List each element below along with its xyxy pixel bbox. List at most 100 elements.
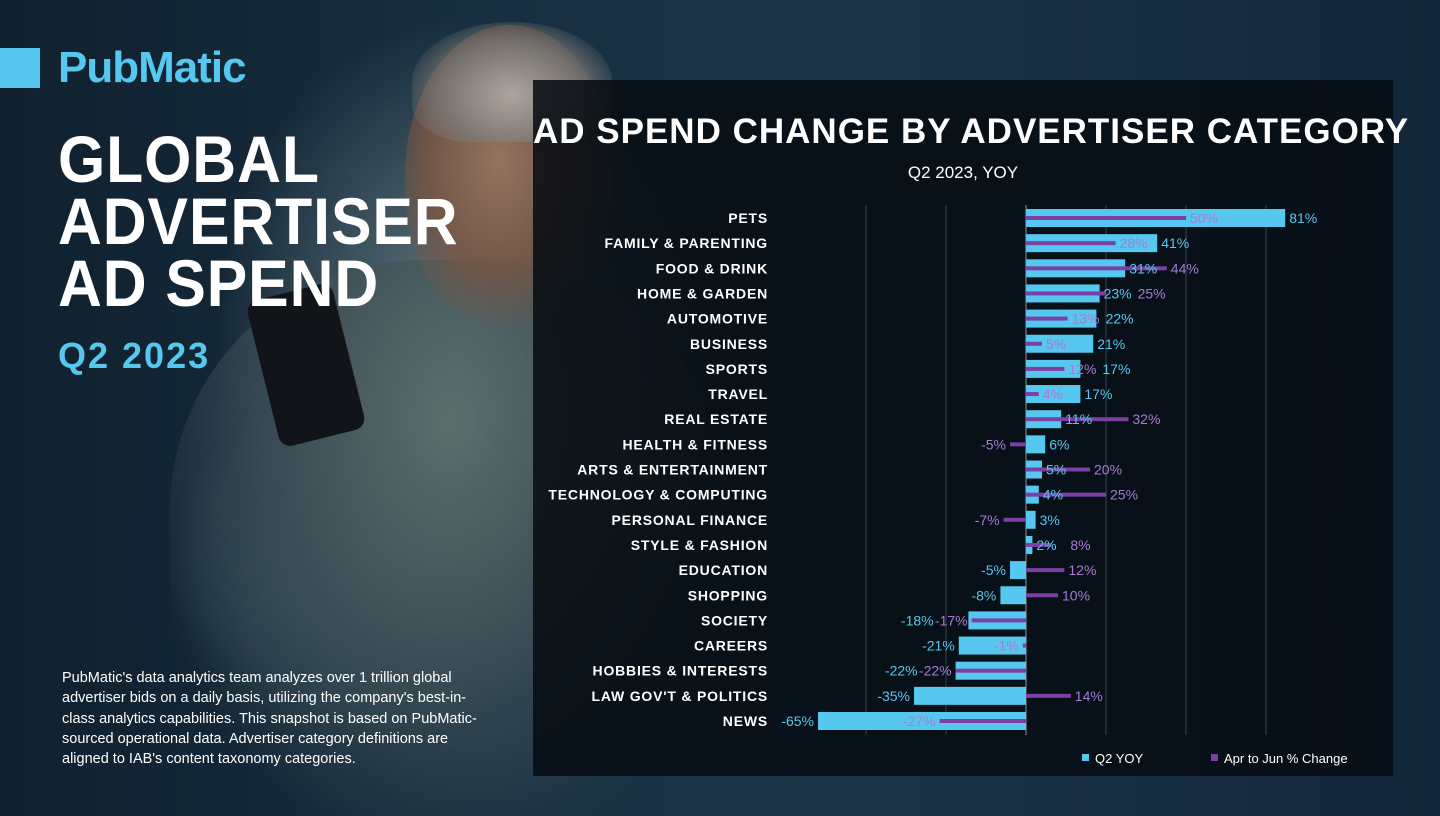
value-label-q2-yoy: 5% bbox=[1046, 462, 1066, 478]
bar-apr-jun-change bbox=[1026, 417, 1129, 422]
category-label: HOME & GARDEN bbox=[637, 285, 768, 301]
bar-apr-jun-change bbox=[1026, 341, 1042, 346]
category-label: STYLE & FASHION bbox=[631, 537, 768, 553]
bar-apr-jun-change bbox=[1026, 216, 1186, 220]
title-line-2: ADVERTISER bbox=[58, 184, 459, 258]
bar-q2-yoy bbox=[818, 712, 1026, 730]
description-text: PubMatic's data analytics team analyzes … bbox=[62, 670, 477, 768]
value-label-q2-yoy: -35% bbox=[877, 688, 910, 704]
bar-apr-jun-change bbox=[1003, 517, 1026, 522]
bar-apr-jun-change bbox=[1026, 492, 1106, 497]
title-line-3: AD SPEND bbox=[58, 246, 380, 320]
category-label: AUTOMOTIVE bbox=[667, 311, 768, 327]
bar-apr-jun-change bbox=[1026, 693, 1071, 698]
value-label-apr-jun-change: 5% bbox=[1046, 336, 1066, 352]
value-label-q2-yoy: 6% bbox=[1049, 436, 1069, 452]
bar-apr-jun-change bbox=[1022, 643, 1026, 648]
period-label: Q2 2023 bbox=[58, 335, 211, 376]
bar-apr-jun-change bbox=[1026, 241, 1116, 246]
value-label-apr-jun-change: 28% bbox=[1120, 235, 1148, 251]
legend-label-q2-yoy: Q2 YOY bbox=[1095, 751, 1144, 766]
category-label: FAMILY & PARENTING bbox=[605, 235, 769, 251]
category-label: SOCIETY bbox=[701, 612, 768, 628]
category-label: HOBBIES & INTERESTS bbox=[593, 663, 768, 679]
value-label-q2-yoy: 17% bbox=[1084, 386, 1112, 402]
value-label-q2-yoy: -8% bbox=[971, 587, 996, 603]
category-label: EDUCATION bbox=[679, 562, 768, 578]
value-label-apr-jun-change: 14% bbox=[1075, 688, 1103, 704]
bar-apr-jun-change bbox=[1026, 542, 1052, 547]
value-label-apr-jun-change: -7% bbox=[975, 512, 1000, 528]
value-label-q2-yoy: 4% bbox=[1043, 487, 1063, 503]
category-label: HEALTH & FITNESS bbox=[622, 436, 768, 452]
title-line-1: GLOBAL bbox=[58, 122, 320, 196]
bar-q2-yoy bbox=[1026, 435, 1046, 454]
category-label: TRAVEL bbox=[708, 386, 768, 402]
value-label-apr-jun-change: -5% bbox=[981, 436, 1006, 452]
category-label: CAREERS bbox=[694, 638, 768, 654]
value-label-apr-jun-change: -22% bbox=[919, 663, 952, 679]
value-label-apr-jun-change: 13% bbox=[1072, 311, 1100, 327]
value-label-q2-yoy: -65% bbox=[781, 713, 814, 729]
value-label-apr-jun-change: 25% bbox=[1110, 487, 1138, 503]
legend-swatch-q2-yoy bbox=[1082, 754, 1089, 761]
value-label-q2-yoy: 3% bbox=[1040, 512, 1060, 528]
category-label: LAW GOV'T & POLITICS bbox=[592, 688, 768, 704]
bar-q2-yoy bbox=[1026, 385, 1081, 404]
value-label-q2-yoy: 23% bbox=[1104, 285, 1132, 301]
bar-apr-jun-change bbox=[1026, 316, 1068, 321]
category-label: ARTS & ENTERTAINMENT bbox=[577, 462, 768, 478]
value-label-apr-jun-change: -17% bbox=[935, 612, 968, 628]
value-label-q2-yoy: 2% bbox=[1036, 537, 1056, 553]
category-label: SHOPPING bbox=[688, 587, 768, 603]
bar-q2-yoy bbox=[1026, 510, 1036, 529]
chart-subtitle: Q2 2023, YOY bbox=[907, 163, 1019, 182]
bar-apr-jun-change bbox=[939, 719, 1026, 723]
value-label-apr-jun-change: 8% bbox=[1070, 537, 1090, 553]
value-label-q2-yoy: 41% bbox=[1161, 235, 1189, 251]
category-label: FOOD & DRINK bbox=[656, 260, 768, 276]
value-label-q2-yoy: -5% bbox=[981, 562, 1006, 578]
bar-q2-yoy bbox=[1010, 561, 1026, 580]
bar-apr-jun-change bbox=[1010, 442, 1026, 447]
value-label-q2-yoy: 17% bbox=[1102, 361, 1130, 377]
category-label: BUSINESS bbox=[690, 336, 768, 352]
value-label-apr-jun-change: 20% bbox=[1094, 462, 1122, 478]
page-title: GLOBAL ADVERTISER AD SPEND bbox=[58, 122, 459, 320]
category-label: PERSONAL FINANCE bbox=[612, 512, 768, 528]
value-label-q2-yoy: -18% bbox=[901, 612, 934, 628]
value-label-q2-yoy: 81% bbox=[1289, 210, 1317, 226]
pubmatic-logo: PubMatic bbox=[0, 43, 247, 92]
value-label-q2-yoy: 31% bbox=[1129, 260, 1157, 276]
value-label-apr-jun-change: 12% bbox=[1068, 361, 1096, 377]
value-label-apr-jun-change: 4% bbox=[1043, 386, 1063, 402]
category-label: SPORTS bbox=[706, 361, 768, 377]
value-label-q2-yoy: 21% bbox=[1097, 336, 1125, 352]
bar-apr-jun-change bbox=[1026, 467, 1090, 472]
value-label-apr-jun-change: -27% bbox=[903, 713, 936, 729]
bar-apr-jun-change bbox=[1026, 366, 1065, 371]
value-label-apr-jun-change: 50% bbox=[1190, 210, 1218, 226]
legend-label-apr-jun-change: Apr to Jun % Change bbox=[1224, 751, 1348, 766]
value-label-apr-jun-change: 25% bbox=[1138, 285, 1166, 301]
bar-apr-jun-change bbox=[955, 668, 1026, 673]
bar-q2-yoy bbox=[1026, 334, 1094, 353]
value-label-q2-yoy: 22% bbox=[1106, 311, 1134, 327]
value-label-q2-yoy: 11% bbox=[1065, 411, 1092, 427]
category-label: NEWS bbox=[723, 713, 768, 729]
value-label-q2-yoy: -21% bbox=[922, 638, 955, 654]
category-label: REAL ESTATE bbox=[664, 411, 768, 427]
bar-q2-yoy bbox=[914, 686, 1026, 705]
value-label-apr-jun-change: -1% bbox=[994, 638, 1019, 654]
legend-swatch-apr-jun-change bbox=[1211, 754, 1218, 761]
bar-apr-jun-change bbox=[1026, 593, 1058, 598]
chart-title: AD SPEND CHANGE BY ADVERTISER CATEGORY bbox=[533, 112, 1410, 151]
logo-text: PubMatic bbox=[58, 43, 247, 92]
bar-apr-jun-change bbox=[1026, 291, 1106, 296]
category-label: TECHNOLOGY & COMPUTING bbox=[548, 487, 768, 503]
bar-q2-yoy bbox=[958, 636, 1026, 655]
logo-square-icon bbox=[0, 48, 40, 88]
bar-apr-jun-change bbox=[1026, 568, 1065, 573]
chart-panel bbox=[533, 80, 1393, 776]
